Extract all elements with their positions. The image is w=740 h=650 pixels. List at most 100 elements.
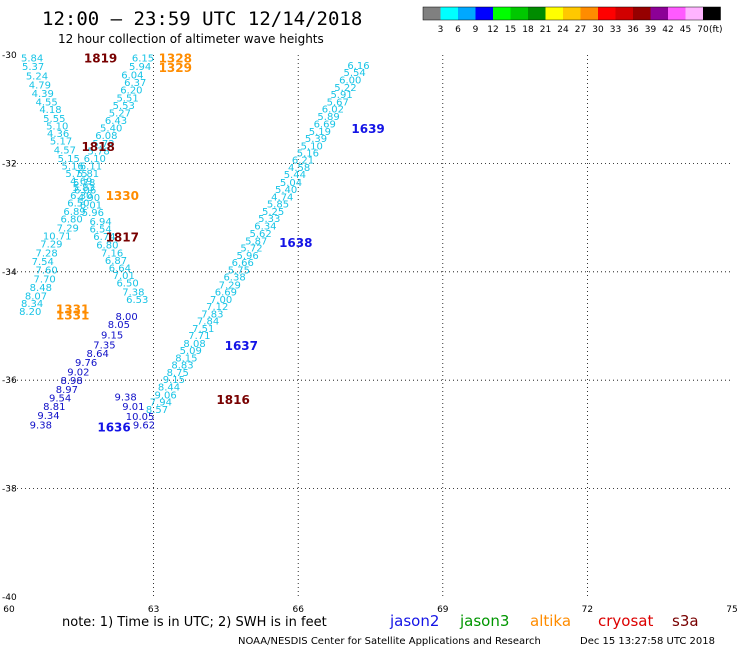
legend-swatch [580,7,598,20]
wave-height-label: 5.22 [334,83,356,94]
wave-height-label: 6.20 [120,86,142,97]
wave-height-label: 5.78 [88,146,110,157]
wave-height-label: 9.38 [30,421,52,432]
plot-area: 60 63 66 69 72 75-30-32-34-36-38-40 6.165.546… [2,51,738,615]
pass-time-label: 1638 [279,236,312,250]
x-tick-label: 63 [148,605,159,615]
wave-height-label: 5.51 [116,93,138,104]
wave-height-label: 5.83 [73,183,95,194]
wave-height-label: 5.27 [109,108,131,119]
wave-height-label: 6.30 [70,191,92,202]
pass-time-label: 1330 [106,189,139,203]
wave-height-label: 5.53 [113,101,135,112]
legend-tick-label: 70 [697,25,709,35]
wave-height-label: 5.55 [43,114,65,125]
wave-height-label: 7.16 [101,248,123,259]
pass-time-label: 1637 [225,339,258,353]
wave-height-label: 8.44 [158,383,180,394]
wave-height-label: 6.69 [215,287,237,298]
wave-height-label: 7.84 [197,317,219,328]
legend-swatch [563,7,581,20]
wave-height-label: 4.90 [78,193,100,204]
legend-tick-label: 24 [557,25,569,35]
wave-height-label: 5.37 [22,62,44,73]
legend-tick-label: 42 [662,25,673,35]
wave-height-label: 8.20 [19,307,41,318]
legend-tick-label: 39 [645,25,657,35]
wave-height-label: 5.81 [77,169,99,180]
wave-height-label: 5.67 [327,98,349,109]
wave-height-label: 6.54 [89,224,111,235]
wave-height-label: 7.35 [93,340,115,351]
legend-tick-label: 15 [505,25,516,35]
wave-height-label: 6.80 [61,215,83,226]
wave-height-label: 7.00 [210,295,232,306]
legend-tick-label: 21 [540,25,551,35]
wave-height-label: 8.64 [87,349,109,360]
wave-height-label: 8.48 [30,283,52,294]
wave-height-label: 9.38 [115,392,137,403]
wave-height-label: 7.29 [219,280,241,291]
wave-height-label: 5.44 [284,170,306,181]
wave-height-label: 5.91 [330,90,352,101]
wave-height-label: 4.39 [32,89,54,100]
wave-height-label: 9.62 [133,421,155,432]
wave-height-label: 6.34 [254,222,276,233]
wave-height-label: 5.96 [82,208,104,219]
wave-height-label: 5.62 [249,229,271,240]
wave-height-label: 6.69 [314,119,336,130]
legend-swatch [528,7,546,20]
wave-height-label: 5.39 [305,134,327,145]
wave-height-label: 5.75 [65,169,87,180]
wave-height-label: 5.75 [228,266,250,277]
wave-height-label: 6.02 [322,105,344,116]
y-tick-label: -36 [2,376,17,386]
wave-height-label: 7.38 [122,287,144,298]
wave-height-label: 6.04 [121,71,143,82]
pass-time-label: 1817 [106,231,139,245]
legend-tick-label: 36 [627,25,639,35]
wave-height-label: 7.54 [32,257,54,268]
wave-height-label: 4.36 [47,129,69,140]
wave-height-label: 9.15 [101,331,123,342]
wave-height-label: 6.87 [105,256,127,267]
x-tick-label: 66 [292,605,304,615]
color-legend: 3 6 9 12 15 18 21 24 27 30 33 36 39 42 45 70 (ft) [422,6,723,35]
legend-swatch [668,7,686,20]
wave-height-label: 5.33 [258,214,280,225]
wave-height-label: 5.40 [275,185,297,196]
wave-height-label: 9.06 [155,390,177,401]
wave-height-label: 5.94 [129,62,151,73]
pass-time-label: 1331 [56,303,89,317]
pass-time-label: 1331 [56,309,89,323]
wave-height-label: 7.94 [150,397,172,408]
wave-height-label: 6.74 [93,232,115,243]
wave-height-label: 6.00 [339,75,361,86]
pass-time-label: 1639 [351,122,384,136]
wave-height-label: 5.16 [297,149,319,160]
wave-height-label: 8.34 [21,299,43,310]
wave-height-label: 4.57 [54,145,76,156]
wave-height-label: 7.01 [113,271,135,282]
wave-height-label: 6.89 [63,207,85,218]
wave-height-label: 5.10 [46,121,68,132]
wave-height-label: 7.60 [35,266,57,277]
wave-height-label: 6.01 [80,201,102,212]
wave-height-label: 4.69 [70,177,92,188]
wave-height-label: 5.09 [180,346,202,357]
legend-tick-label: 12 [487,25,498,35]
x-tick-label: 75 [726,605,737,615]
pass-time-label: 1818 [81,140,114,154]
grid [9,55,732,597]
legend-swatch [510,7,528,20]
wave-height-label: 7.71 [188,331,210,342]
wave-height-label: 5.25 [262,207,284,218]
footer-timestamp: Dec 15 13:27:58 UTC 2018 [580,636,715,647]
y-tick-label: -30 [2,51,17,61]
wave-height-label: 6.94 [89,217,111,228]
wave-height-label: 6.21 [292,156,314,167]
wave-height-label: 6.38 [223,273,245,284]
wave-height-label: 6.66 [232,258,254,269]
chart-title: 12:00 – 23:59 UTC 12/14/2018 [42,8,362,30]
